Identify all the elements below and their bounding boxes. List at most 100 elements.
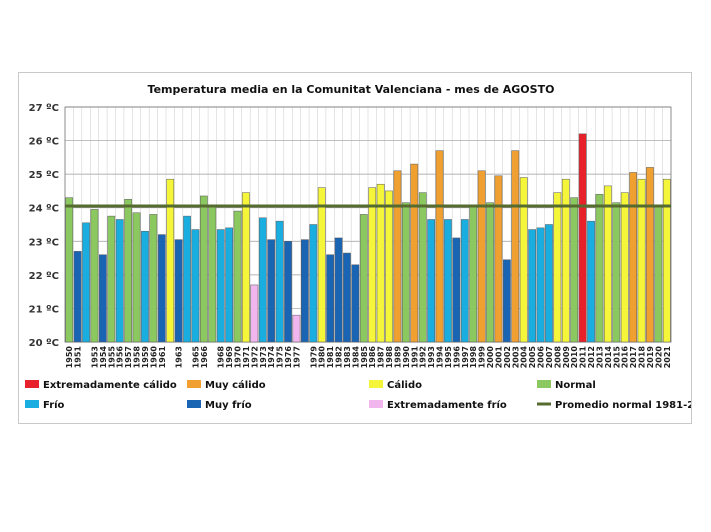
x-tick-label: 1995: [444, 346, 453, 369]
x-axis: 1950 1951 1953 1954 1955 1956 1957 1958 1959 1960…: [65, 346, 672, 369]
y-tick-label: 20 ºC: [29, 338, 59, 349]
grid: [64, 106, 672, 343]
x-tick-label: 1975: [276, 346, 285, 369]
bar-1953: [90, 209, 99, 343]
bar-1957: [124, 199, 132, 343]
bar-2017: [629, 172, 637, 343]
x-tick-label: 1985: [360, 346, 369, 369]
bar-1954: [99, 254, 107, 343]
bar-1997: [460, 219, 469, 343]
x-tick-label: 1991: [410, 346, 419, 369]
x-tick-label: 2007: [545, 346, 554, 368]
legend-label-muy_frio: Muy frío: [205, 399, 252, 411]
bar-1965: [191, 229, 200, 343]
bar-2011: [578, 133, 587, 343]
bar-1994: [435, 150, 444, 343]
bar-1975: [275, 220, 284, 343]
bar-1983: [343, 252, 351, 343]
chart-title: Temperatura media en la Comunitat Valenc…: [148, 83, 555, 96]
bar-2007: [545, 224, 553, 343]
x-tick-label: 1986: [368, 346, 377, 369]
x-tick-label: 1999: [478, 346, 487, 369]
bar-1964: [183, 215, 191, 343]
x-tick-label: 2009: [562, 346, 571, 369]
x-tick-label: 2011: [579, 346, 588, 369]
bar-1987: [376, 183, 385, 343]
bar-1988: [385, 190, 393, 343]
bar-1989: [393, 170, 402, 343]
x-tick-label: 1953: [90, 346, 99, 368]
legend-label-frio: Frío: [43, 399, 65, 411]
bar-2008: [553, 192, 562, 343]
x-tick-label: 1982: [335, 346, 344, 368]
bar-2002: [503, 259, 511, 343]
legend-swatch-frio: [25, 400, 39, 408]
bar-1950: [65, 197, 74, 343]
bar-2018: [637, 178, 646, 343]
x-tick-label: 1974: [267, 346, 276, 369]
bar-1968: [216, 229, 225, 343]
legend-swatch-normal: [537, 380, 551, 388]
x-tick-label: 1997: [461, 346, 470, 368]
temperature-bar-chart: Temperatura media en la Comunitat Valenc…: [25, 83, 691, 411]
x-tick-label: 1959: [141, 346, 150, 369]
x-tick-label: 1989: [393, 346, 402, 369]
x-tick-label: 2014: [604, 346, 613, 369]
x-tick-label: 2015: [612, 346, 621, 369]
bar-2003: [511, 150, 520, 343]
bar-1979: [309, 224, 318, 343]
bar-1970: [233, 210, 242, 343]
y-tick-label: 21 ºC: [29, 304, 59, 315]
legend-label-calido: Cálido: [387, 379, 422, 391]
chart-frame: Temperatura media en la Comunitat Valenc…: [18, 72, 692, 424]
bar-1963: [174, 239, 183, 343]
x-tick-label: 2016: [621, 346, 630, 369]
bar-1980: [317, 187, 326, 343]
x-tick-label: 1981: [326, 346, 335, 369]
legend-swatch-ext_frio: [369, 400, 383, 408]
x-tick-label: 2006: [537, 346, 546, 369]
legend-label-promedio: Promedio normal 1981-2010: [555, 400, 691, 411]
x-tick-label: 2005: [528, 346, 537, 369]
x-tick-label: 2018: [638, 346, 647, 369]
x-tick-label: 2020: [654, 346, 663, 369]
x-tick-label: 1979: [309, 346, 318, 369]
x-tick-label: 1957: [124, 346, 133, 368]
bar-1990: [402, 202, 410, 343]
x-tick-label: 1993: [427, 346, 436, 368]
legend-label-normal: Normal: [555, 380, 596, 391]
x-tick-label: 1965: [191, 346, 200, 369]
bar-1958: [132, 212, 141, 343]
bar-1978: [301, 239, 309, 343]
bar-1992: [418, 192, 427, 343]
y-tick-label: 25 ºC: [29, 170, 59, 181]
bar-1984: [351, 264, 360, 343]
bar-1986: [368, 187, 377, 343]
x-tick-label: 1980: [318, 346, 327, 369]
x-tick-label: 1954: [99, 346, 108, 369]
bar-1951: [73, 251, 82, 343]
y-tick-label: 23 ºC: [29, 237, 59, 248]
legend-swatch-muy_calido: [187, 380, 201, 388]
plot-border: [64, 106, 672, 343]
x-tick-label: 2017: [629, 346, 638, 368]
x-tick-label: 1956: [116, 346, 125, 369]
x-tick-label: 1971: [242, 346, 251, 369]
x-tick-label: 1969: [225, 346, 234, 369]
x-tick-label: 1977: [292, 346, 301, 368]
bar-2021: [662, 178, 671, 343]
x-tick-label: 2012: [587, 346, 596, 368]
bar-1961: [157, 234, 166, 343]
bar-2019: [646, 167, 654, 343]
x-tick-label: 1996: [452, 346, 461, 369]
x-tick-label: 2000: [486, 346, 495, 369]
y-tick-label: 24 ºC: [29, 204, 59, 215]
bar-2020: [654, 205, 663, 343]
legend-swatch-calido: [369, 380, 383, 388]
x-tick-label: 1990: [402, 346, 411, 369]
x-tick-label: 2019: [646, 346, 655, 369]
bar-1974: [267, 239, 276, 343]
x-tick-label: 1994: [436, 346, 445, 369]
bar-1996: [452, 237, 461, 343]
x-tick-label: 2013: [595, 346, 604, 368]
